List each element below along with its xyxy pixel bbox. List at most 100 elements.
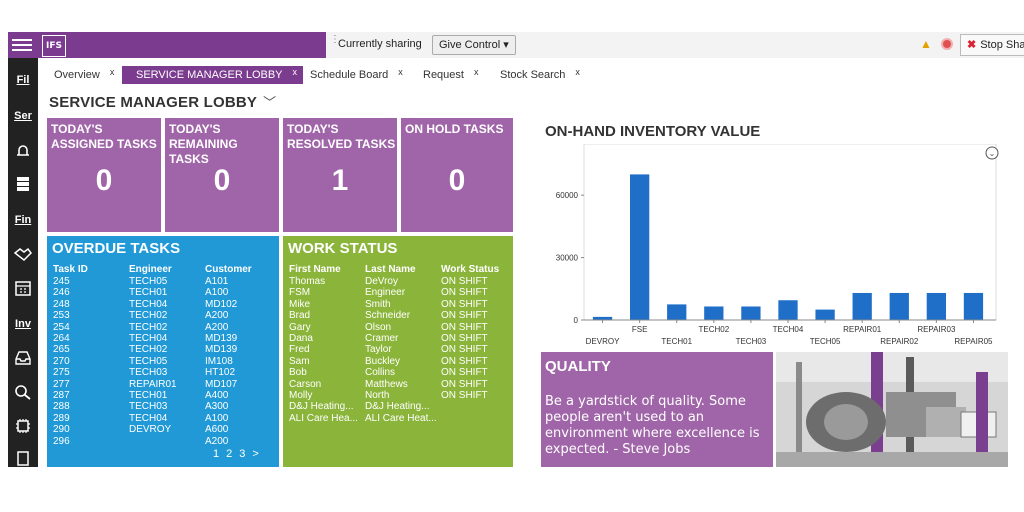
x-tick-label: REPAIR05 bbox=[954, 337, 993, 346]
chart-title: ON-HAND INVENTORY VALUE bbox=[545, 123, 761, 140]
currently-sharing-label: Currently sharing bbox=[338, 38, 422, 50]
tile-label: ON HOLD TASKS bbox=[405, 122, 504, 136]
engineer-column[interactable]: TECH05 TECH01 TECH04 TECH02 TECH02 TECH0… bbox=[129, 276, 177, 436]
last-name-column[interactable]: DeVroy Engineer Smith Schneider Olson Cr… bbox=[365, 276, 437, 424]
pagination: 1 2 3 > bbox=[213, 448, 266, 460]
app-window: IFS ⋮ Currently sharing Give Control ▾ ▲… bbox=[8, 32, 1024, 467]
x-tick-label: REPAIR03 bbox=[917, 325, 956, 334]
search-icon[interactable] bbox=[14, 384, 32, 400]
chart-bar bbox=[852, 292, 872, 320]
industrial-machinery-image bbox=[776, 352, 1008, 467]
y-tick-label: 30000 bbox=[556, 254, 579, 263]
warning-icon[interactable]: ▲ bbox=[920, 37, 932, 51]
work-status-panel: WORK STATUS First Name Last Name Work St… bbox=[283, 236, 513, 467]
handshake-icon[interactable] bbox=[14, 246, 32, 262]
close-icon: ✖ bbox=[967, 39, 977, 51]
chart-bar bbox=[815, 309, 835, 320]
tile-value: 0 bbox=[448, 164, 466, 197]
tab-service-manager-lobby[interactable]: SERVICE MANAGER LOBBY x bbox=[122, 66, 304, 84]
inventory-chart: ⌄ 0 30000 60000 DEVROY FSE TECH01 TECH02 TECH03 T… bbox=[544, 144, 1002, 352]
tile-value: 0 bbox=[95, 164, 113, 197]
x-tick-label: TECH04 bbox=[773, 325, 804, 334]
next-page-button[interactable]: > bbox=[252, 448, 259, 460]
panel-title: QUALITY bbox=[545, 358, 611, 375]
sidebar: Fil Ser Fin Inv bbox=[8, 58, 38, 467]
tab-request[interactable]: Request x bbox=[423, 67, 479, 81]
tile-label: TODAY'S ASSIGNED TASKS bbox=[51, 122, 157, 151]
tab-close-icon[interactable]: x bbox=[109, 67, 115, 77]
column-header-engineer[interactable]: Engineer bbox=[129, 264, 172, 275]
quality-panel: QUALITY Be a yardstick of quality. Some … bbox=[541, 352, 773, 467]
quality-quote: Be a yardstick of quality. Some people a… bbox=[545, 394, 760, 457]
tab-close-icon[interactable]: x bbox=[398, 67, 403, 77]
panel-title: OVERDUE TASKS bbox=[52, 240, 181, 257]
chart-options-chevron: ⌄ bbox=[989, 149, 996, 158]
chart-bar bbox=[778, 300, 798, 320]
assigned-tasks-tile[interactable]: TODAY'S ASSIGNED TASKS 0 bbox=[47, 118, 161, 232]
x-tick-label: TECH01 bbox=[661, 337, 692, 346]
chart-options-icon[interactable] bbox=[985, 146, 999, 160]
hamburger-menu-icon[interactable] bbox=[12, 36, 32, 54]
task-id-column[interactable]: 245 246 248 253 254 264 265 270 275 277 … bbox=[53, 276, 70, 447]
sidebar-item-fil[interactable]: Fil bbox=[16, 74, 30, 86]
first-name-column[interactable]: Thomas FSM Mike Brad Gary Dana Fred Sam … bbox=[289, 276, 358, 424]
tab-stock-search[interactable]: Stock Search x bbox=[500, 67, 580, 81]
resolved-tasks-tile[interactable]: TODAY'S RESOLVED TASKS 1 bbox=[283, 118, 397, 232]
drag-handle-icon[interactable]: ⋮ bbox=[330, 34, 340, 45]
tab-close-icon[interactable]: x bbox=[473, 67, 479, 77]
tile-label: TODAY'S REMAINING TASKS bbox=[169, 122, 238, 166]
factory-photo bbox=[776, 352, 1008, 467]
chart-bar bbox=[963, 292, 984, 320]
stop-share-button[interactable]: ✖ Stop Sha bbox=[960, 34, 1024, 56]
x-tick-label: FSE bbox=[632, 325, 648, 334]
customer-column[interactable]: A101 A100 MD102 A200 A200 MD139 MD139 IM… bbox=[205, 276, 238, 447]
column-header-first-name[interactable]: First Name bbox=[289, 264, 341, 275]
tile-value: 1 bbox=[331, 164, 349, 197]
app-header: IFS bbox=[8, 32, 326, 58]
calendar-icon[interactable] bbox=[14, 280, 32, 296]
remaining-tasks-tile[interactable]: TODAY'S REMAINING TASKS 0 bbox=[165, 118, 279, 232]
page-title[interactable]: SERVICE MANAGER LOBBY ﹀ bbox=[49, 94, 277, 111]
bell-icon[interactable] bbox=[14, 142, 32, 158]
chart-bar bbox=[926, 292, 947, 320]
x-tick-label: DEVROY bbox=[586, 337, 620, 346]
tab-overview[interactable]: Overview x bbox=[54, 67, 115, 81]
tile-value: 0 bbox=[213, 164, 231, 197]
tab-schedule-board[interactable]: Schedule Board x bbox=[310, 67, 403, 81]
work-status-column[interactable]: ON SHIFT ON SHIFT ON SHIFT ON SHIFT ON S… bbox=[441, 276, 488, 402]
sidebar-item-inv[interactable]: Inv bbox=[15, 318, 31, 330]
chart-bar bbox=[667, 304, 687, 320]
x-tick-label: REPAIR02 bbox=[880, 337, 919, 346]
page-link-1[interactable]: 1 bbox=[213, 448, 220, 460]
bar-chart-svg: ⌄ 0 30000 60000 DEVROY FSE TECH01 TECH02 TECH03 T… bbox=[556, 144, 999, 346]
server-icon[interactable] bbox=[14, 176, 32, 192]
x-tick-label: REPAIR01 bbox=[843, 325, 882, 334]
x-tick-label: TECH05 bbox=[810, 337, 841, 346]
screen-share-bar: ⋮ Currently sharing Give Control ▾ ▲ ✖ St… bbox=[326, 32, 1024, 59]
overdue-tasks-panel: OVERDUE TASKS Task ID Engineer Customer … bbox=[47, 236, 279, 467]
give-control-button[interactable]: Give Control ▾ bbox=[432, 35, 516, 55]
tab-close-icon[interactable]: x bbox=[292, 67, 298, 77]
chip-icon[interactable] bbox=[14, 418, 32, 434]
on-hold-tasks-tile[interactable]: ON HOLD TASKS 0 bbox=[401, 118, 513, 232]
sidebar-item-ser[interactable]: Ser bbox=[14, 110, 32, 122]
chart-bar bbox=[629, 174, 650, 320]
page-link-3[interactable]: 3 bbox=[239, 448, 246, 460]
page-link-2[interactable]: 2 bbox=[226, 448, 233, 460]
sidebar-item-fin[interactable]: Fin bbox=[14, 214, 32, 226]
chart-bar bbox=[704, 306, 724, 320]
column-header-last-name[interactable]: Last Name bbox=[365, 264, 416, 275]
inbox-icon[interactable] bbox=[14, 350, 32, 366]
recording-icon bbox=[941, 38, 953, 50]
column-header-customer[interactable]: Customer bbox=[205, 264, 252, 275]
chart-bar bbox=[889, 292, 909, 320]
column-header-task-id[interactable]: Task ID bbox=[53, 264, 88, 275]
column-header-work-status[interactable]: Work Status bbox=[441, 264, 500, 275]
document-icon[interactable] bbox=[14, 450, 32, 466]
chart-bar bbox=[592, 316, 613, 320]
panel-title: WORK STATUS bbox=[288, 240, 398, 257]
chevron-down-icon[interactable]: ﹀ bbox=[263, 95, 277, 110]
tile-label: TODAY'S RESOLVED TASKS bbox=[287, 122, 396, 151]
tab-bar: Overview x SERVICE MANAGER LOBBY x Schedul… bbox=[38, 58, 1024, 88]
tab-close-icon[interactable]: x bbox=[575, 67, 580, 77]
